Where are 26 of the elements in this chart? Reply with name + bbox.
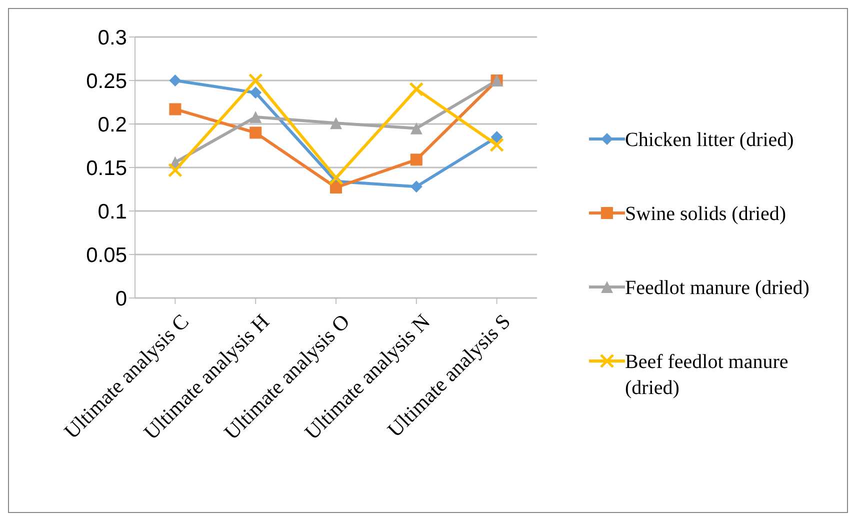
legend-label: Swine solids (dried): [625, 202, 788, 227]
point: [248, 74, 262, 88]
point: [490, 138, 504, 152]
point: [250, 126, 262, 139]
legend-label: Beef feedlot manure (dried): [625, 350, 790, 401]
point: [330, 117, 342, 130]
point: [250, 111, 262, 124]
y-tick-label: 0.2: [98, 113, 127, 136]
point: [410, 82, 424, 96]
point: [169, 103, 182, 116]
point: [490, 131, 503, 144]
point: [329, 171, 343, 185]
y-tick-label: 0.25: [86, 70, 127, 93]
point: [410, 122, 422, 134]
point: [250, 86, 262, 99]
y-tick-label: 0.05: [86, 244, 127, 267]
legend-label: Feedlot manure (dried): [625, 276, 810, 301]
legend-label: Chicken litter (dried): [625, 128, 795, 153]
y-tick-label: 0.1: [98, 200, 127, 224]
y-tick-label: 0.3: [98, 26, 127, 50]
y-tick-label: 0: [115, 287, 127, 310]
point: [410, 180, 422, 193]
point: [169, 74, 182, 86]
y-tick-label: 0.15: [86, 156, 127, 180]
point: [410, 154, 422, 166]
point: [168, 163, 182, 178]
